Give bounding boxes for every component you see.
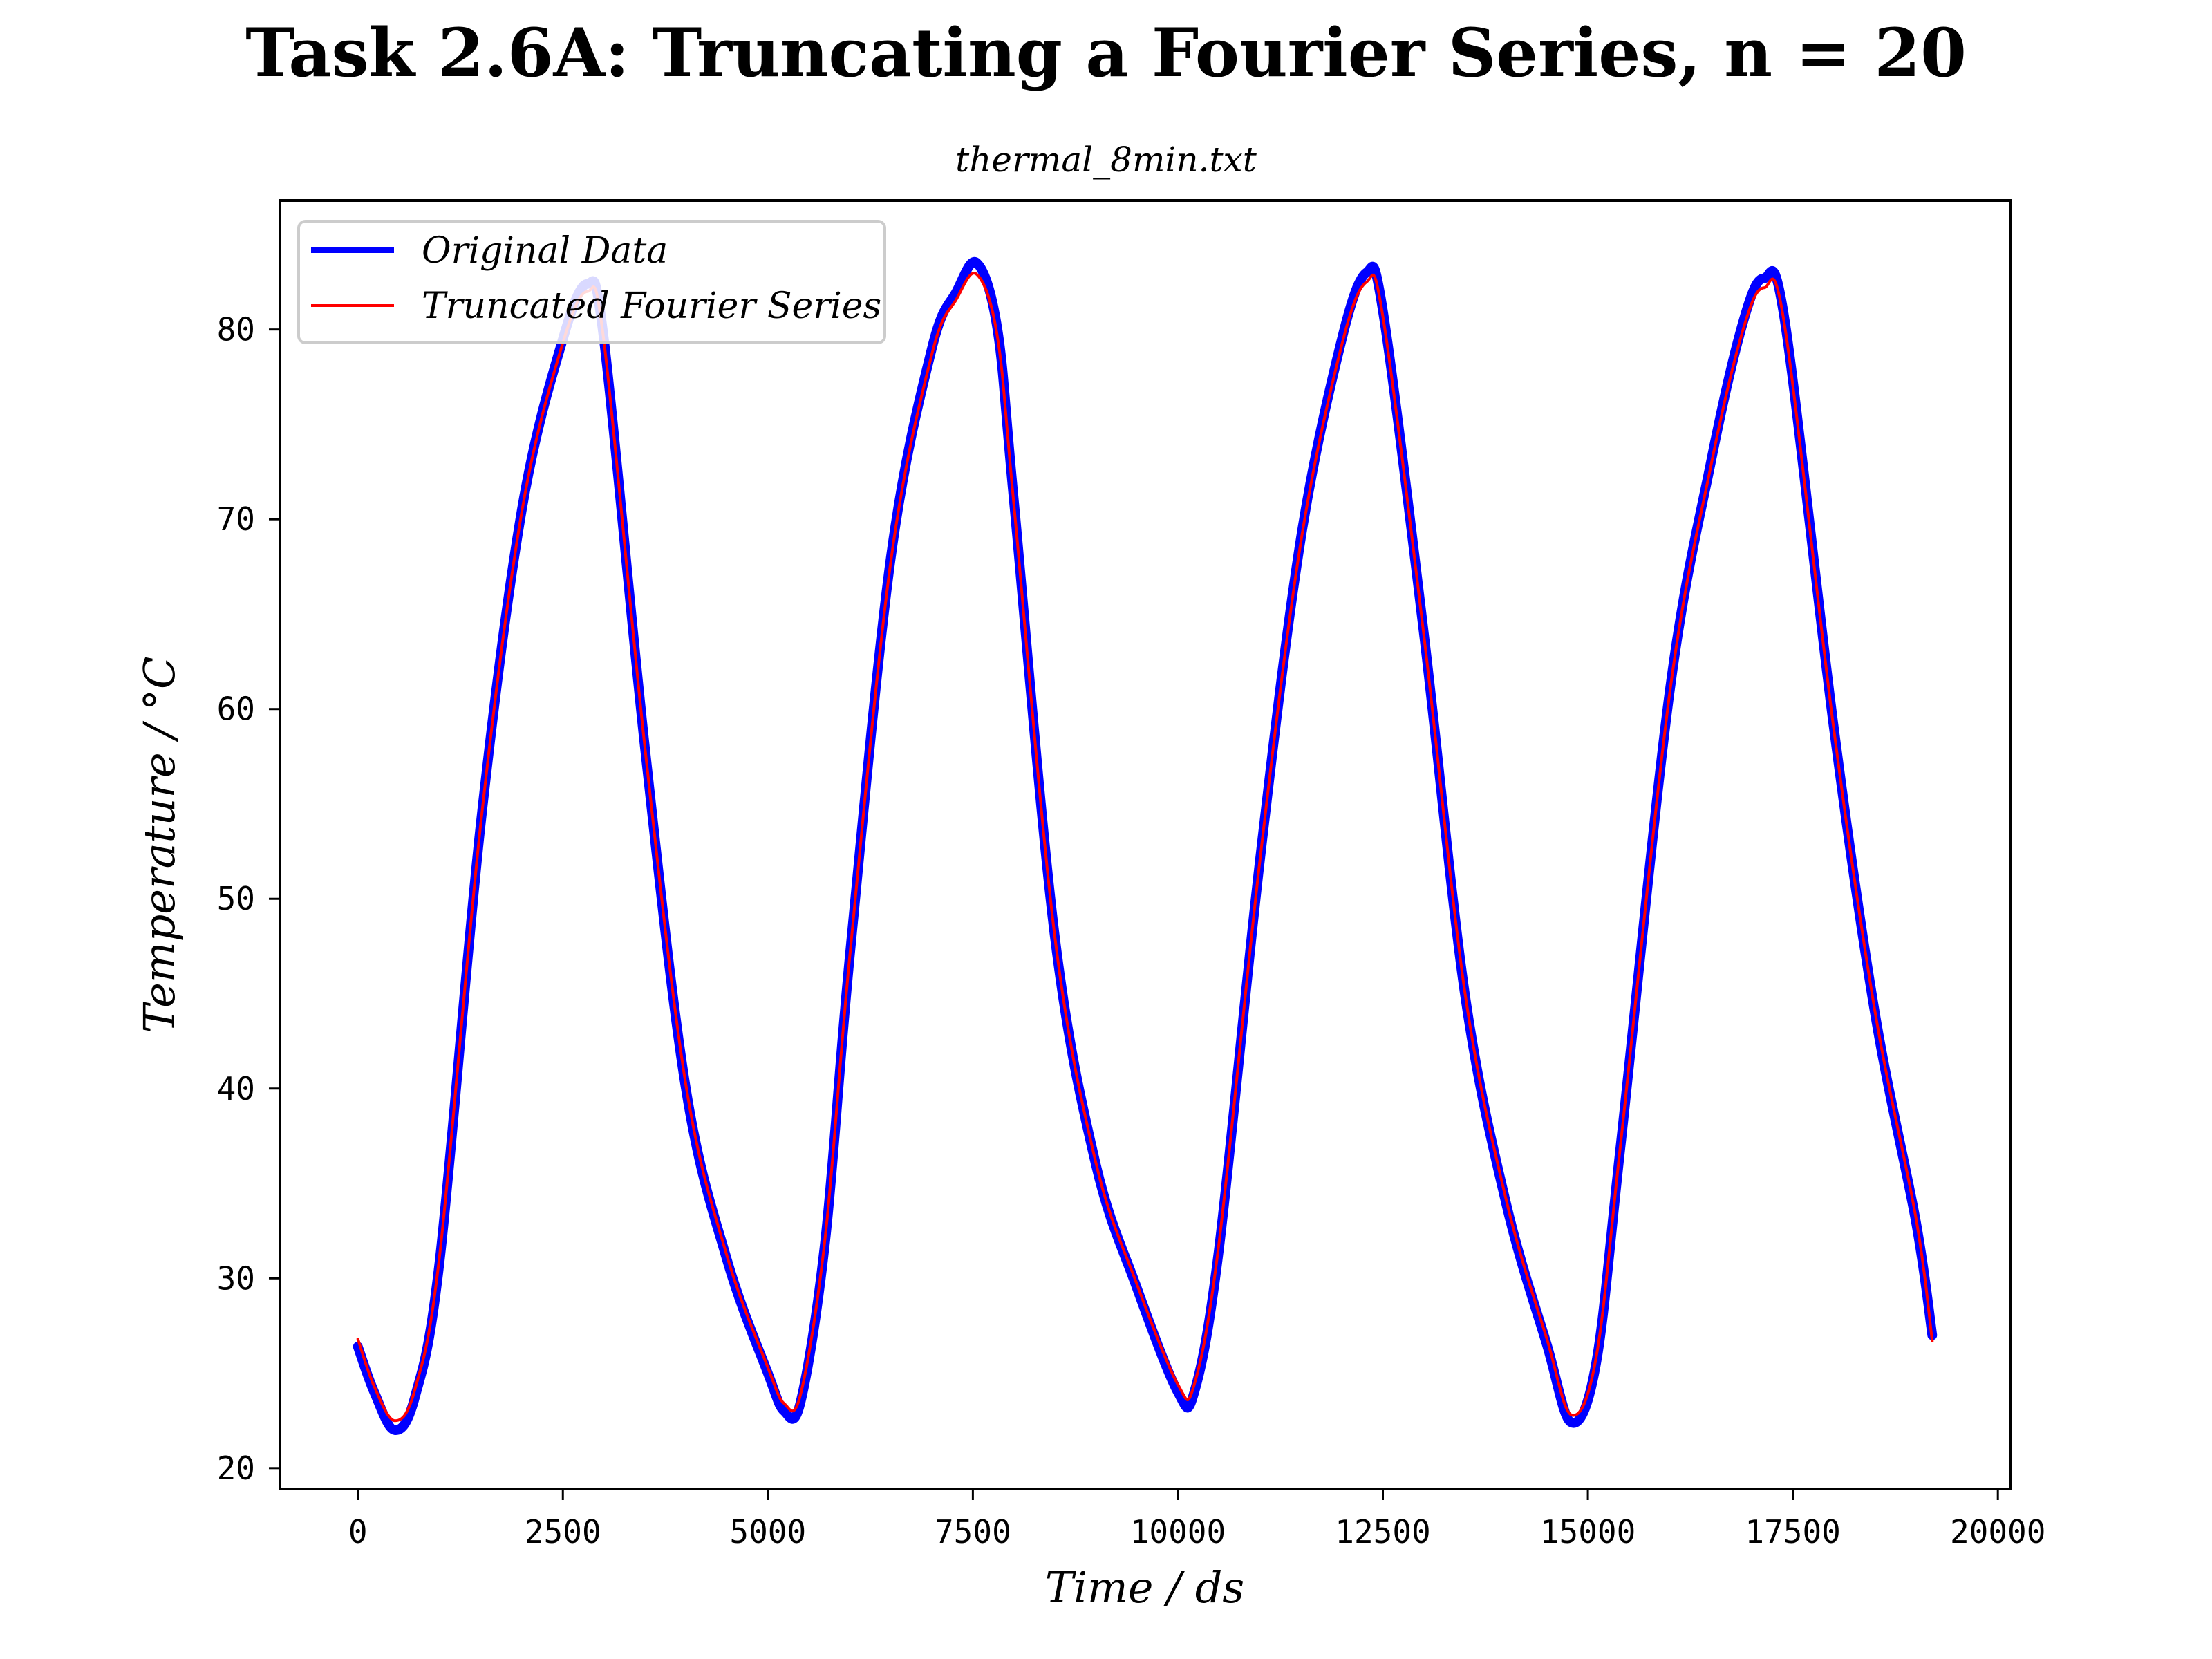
x-tick-label: 17500	[1745, 1513, 1840, 1550]
y-tick-label: 40	[217, 1070, 255, 1107]
x-tick-label: 7500	[935, 1513, 1011, 1550]
x-axis-label: Time / ds	[1045, 1562, 1244, 1613]
y-tick-label: 80	[217, 311, 255, 348]
legend-label-truncated-fourier-series: Truncated Fourier Series	[422, 285, 881, 327]
chart-title: Task 2.6A: Truncating a Fourier Series, …	[245, 14, 1967, 92]
y-axis-ticks: 20 30 40 50 60 70 80	[217, 311, 280, 1487]
legend: Original Data Truncated Fourier Series	[297, 220, 886, 344]
legend-box	[297, 220, 886, 344]
chart-subtitle: thermal_8min.txt	[955, 140, 1257, 180]
x-tick-label: 2500	[525, 1513, 601, 1550]
series-line-truncated-fourier-series	[356, 272, 1934, 1423]
x-tick-label: 0	[348, 1513, 368, 1550]
legend-label-original-data: Original Data	[422, 230, 668, 272]
y-tick-label: 50	[217, 880, 255, 917]
x-tick-label: 15000	[1540, 1513, 1635, 1550]
y-tick-label: 60	[217, 691, 255, 728]
y-axis-label: Temperature / °C	[134, 657, 185, 1033]
plot-area	[279, 199, 2012, 1490]
x-tick-label: 20000	[1950, 1513, 2045, 1550]
x-tick-label: 10000	[1130, 1513, 1226, 1550]
y-tick-label: 70	[217, 500, 255, 538]
x-tick-label: 12500	[1335, 1513, 1430, 1550]
x-axis-ticks: 0 2500 5000 7500 10000 12500 15000 17500 20000	[348, 1489, 2045, 1550]
y-tick-label: 30	[217, 1259, 255, 1297]
series-layer	[353, 256, 1938, 1435]
x-tick-label: 5000	[729, 1513, 806, 1550]
y-tick-label: 20	[217, 1450, 255, 1487]
